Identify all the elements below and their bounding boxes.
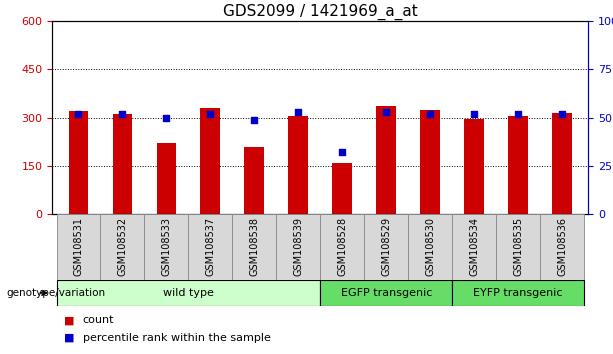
Bar [245, 147, 264, 214]
Bar [56, 214, 101, 280]
Title: GDS2099 / 1421969_a_at: GDS2099 / 1421969_a_at [223, 4, 417, 20]
Bar [188, 214, 232, 280]
Text: GSM108529: GSM108529 [381, 217, 391, 276]
Text: count: count [83, 315, 114, 325]
Point [294, 109, 303, 115]
Bar [408, 214, 452, 280]
Bar [113, 114, 132, 214]
Bar [332, 163, 352, 214]
Text: GSM108533: GSM108533 [161, 217, 172, 276]
Bar [276, 214, 321, 280]
Bar [421, 110, 440, 214]
Bar [552, 113, 572, 214]
Text: ■: ■ [64, 333, 75, 343]
Point [513, 111, 523, 117]
Bar [452, 214, 496, 280]
Point [74, 111, 83, 117]
Point [557, 111, 567, 117]
Text: GSM108528: GSM108528 [337, 217, 348, 276]
Bar [289, 116, 308, 214]
Text: wild type: wild type [163, 288, 214, 298]
Text: genotype/variation: genotype/variation [6, 288, 105, 298]
Text: GSM108531: GSM108531 [74, 217, 83, 276]
Point [205, 111, 215, 117]
Bar [321, 280, 452, 306]
Text: EYFP transgenic: EYFP transgenic [473, 288, 563, 298]
Bar [101, 214, 145, 280]
Text: EGFP transgenic: EGFP transgenic [341, 288, 432, 298]
Text: GSM108539: GSM108539 [293, 217, 303, 276]
Text: GSM108535: GSM108535 [513, 217, 523, 276]
Bar [56, 280, 321, 306]
Bar [464, 119, 484, 214]
Point [161, 115, 171, 120]
Bar [321, 214, 364, 280]
Bar [232, 214, 276, 280]
Text: percentile rank within the sample: percentile rank within the sample [83, 333, 270, 343]
Point [381, 109, 391, 115]
Text: GSM108536: GSM108536 [557, 217, 567, 276]
Bar [364, 214, 408, 280]
Point [249, 117, 259, 122]
Bar [376, 107, 396, 214]
Point [118, 111, 128, 117]
Bar [156, 143, 177, 214]
Text: ■: ■ [64, 315, 75, 325]
Text: GSM108530: GSM108530 [425, 217, 435, 276]
Bar [496, 214, 540, 280]
Bar [452, 280, 584, 306]
Bar [508, 116, 528, 214]
Bar [200, 108, 220, 214]
Bar [540, 214, 584, 280]
Point [425, 111, 435, 117]
Point [337, 150, 347, 155]
Text: GSM108538: GSM108538 [249, 217, 259, 276]
Bar [145, 214, 188, 280]
Text: GSM108537: GSM108537 [205, 217, 215, 276]
Text: GSM108534: GSM108534 [469, 217, 479, 276]
Point [470, 111, 479, 117]
Text: GSM108532: GSM108532 [118, 217, 128, 276]
Bar [69, 111, 88, 214]
